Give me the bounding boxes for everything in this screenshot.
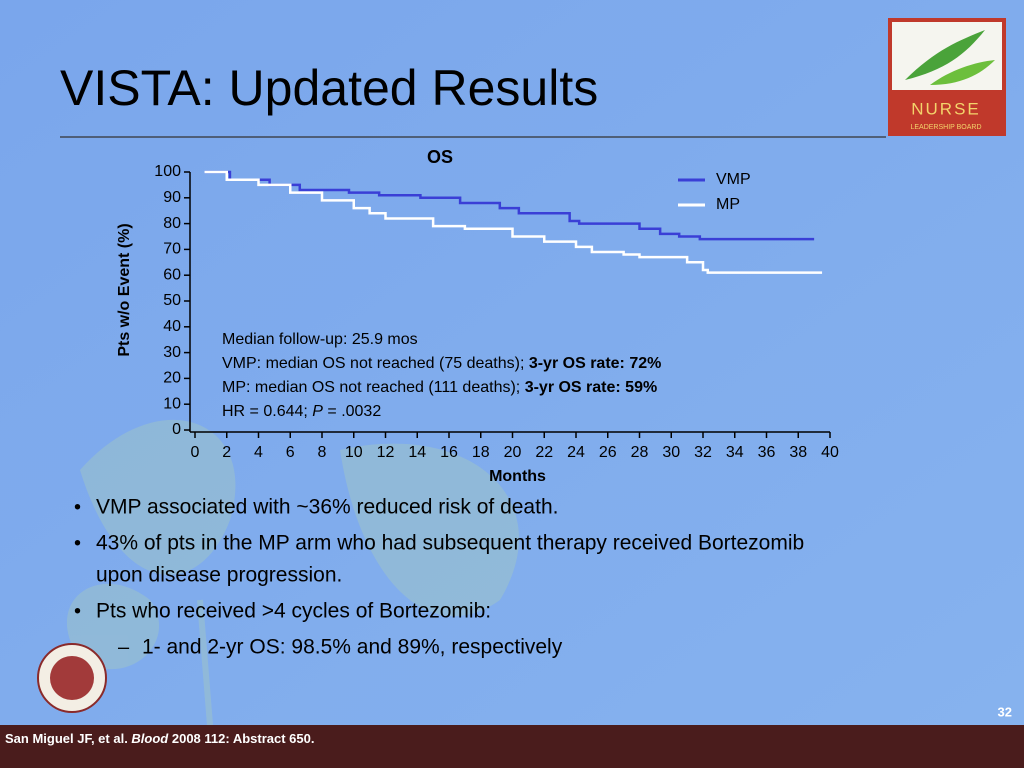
bullet-text: VMP associated with ~36% reduced risk of… (96, 496, 558, 519)
annotation: Median follow-up: 25.9 mos (222, 331, 418, 348)
text-segment: 3-yr OS rate: 59% (525, 379, 658, 396)
logo-name: NURSE (911, 99, 981, 118)
annotation: HR = 0.644; P = .0032 (222, 403, 381, 420)
y-tick-label: 20 (163, 370, 181, 387)
logo-subtitle: LEADERSHIP BOARD (910, 124, 981, 131)
chart-title: OS (427, 147, 453, 167)
text-segment: HR = 0.644; (222, 403, 312, 420)
text-segment: VMP: median OS not reached (75 deaths); (222, 355, 529, 372)
y-tick-label: 60 (163, 266, 181, 283)
bullet-text: 1- and 2-yr OS: 98.5% and 89%, respectiv… (142, 636, 563, 659)
text-segment: MP: median OS not reached (111 deaths); (222, 379, 525, 396)
y-tick-label: 40 (163, 318, 181, 335)
bullet-text: Pts who received >4 cycles of Bortezomib… (96, 600, 491, 623)
y-tick-label: 50 (163, 292, 181, 309)
x-tick-label: 12 (377, 444, 395, 461)
text-segment: Blood (131, 731, 169, 746)
background (0, 0, 1024, 725)
seal (37, 643, 107, 713)
x-tick-label: 34 (726, 444, 744, 461)
annotation: MP: median OS not reached (111 deaths); … (222, 379, 657, 396)
y-tick-label: 10 (163, 395, 181, 412)
bullet-list: • VMP associated with ~36% reduced risk o… (74, 496, 804, 659)
logo-leaf (930, 60, 995, 85)
bullet-text: upon disease progression. (96, 564, 342, 587)
bullet-marker: • (74, 600, 81, 622)
x-tick-label: 36 (758, 444, 776, 461)
x-tick-label: 6 (286, 444, 295, 461)
text-segment: San Miguel JF, et al. (5, 731, 131, 746)
x-tick-label: 22 (535, 444, 553, 461)
legend-label: VMP (716, 171, 751, 188)
logo-leaf (905, 30, 985, 80)
x-tick-label: 2 (222, 444, 231, 461)
y-tick-label: 70 (163, 241, 181, 258)
survival-curve (204, 170, 815, 241)
y-tick-label: 0 (172, 421, 181, 438)
x-axis-label: Months (489, 468, 546, 485)
bullet-marker: – (118, 636, 130, 658)
y-tick-label: 80 (163, 215, 181, 232)
leaf-decoration (66, 419, 519, 726)
text-segment: Median follow-up: 25.9 mos (222, 331, 418, 348)
bullet-text: 43% of pts in the MP arm who had subsequ… (96, 532, 804, 555)
y-axis-label: Pts w/o Event (%) (116, 223, 133, 356)
x-tick-label: 20 (504, 444, 522, 461)
slide-title: VISTA: Updated Results (60, 60, 598, 116)
footer-bar (0, 725, 1024, 768)
x-tick-label: 0 (191, 444, 200, 461)
x-tick-label: 38 (789, 444, 807, 461)
x-tick-label: 18 (472, 444, 490, 461)
x-tick-label: 14 (408, 444, 426, 461)
x-tick-label: 30 (662, 444, 680, 461)
x-tick-label: 28 (631, 444, 649, 461)
legend-label: MP (716, 196, 740, 213)
x-tick-label: 8 (318, 444, 327, 461)
x-tick-label: 16 (440, 444, 458, 461)
text-segment: P (312, 403, 323, 420)
text-segment: 2008 112: Abstract 650. (168, 731, 314, 746)
x-tick-label: 10 (345, 444, 363, 461)
text-segment: = .0032 (323, 403, 381, 420)
x-tick-label: 32 (694, 444, 712, 461)
y-tick-label: 90 (163, 189, 181, 206)
survival-curve (204, 170, 823, 274)
bullet-marker: • (74, 532, 81, 554)
y-tick-label: 100 (154, 163, 181, 180)
seal-inner (50, 656, 94, 700)
x-tick-label: 24 (567, 444, 585, 461)
bullet-marker: • (74, 496, 81, 518)
text-segment: 3-yr OS rate: 72% (529, 355, 662, 372)
page-number: 32 (998, 704, 1012, 719)
y-tick-label: 30 (163, 344, 181, 361)
citation: San Miguel JF, et al. Blood 2008 112: Ab… (5, 731, 314, 746)
x-tick-label: 4 (254, 444, 263, 461)
x-tick-label: 26 (599, 444, 617, 461)
logo: NURSE LEADERSHIP BOARD (888, 18, 1006, 136)
x-tick-label: 40 (821, 444, 839, 461)
annotation: VMP: median OS not reached (75 deaths); … (222, 355, 661, 372)
